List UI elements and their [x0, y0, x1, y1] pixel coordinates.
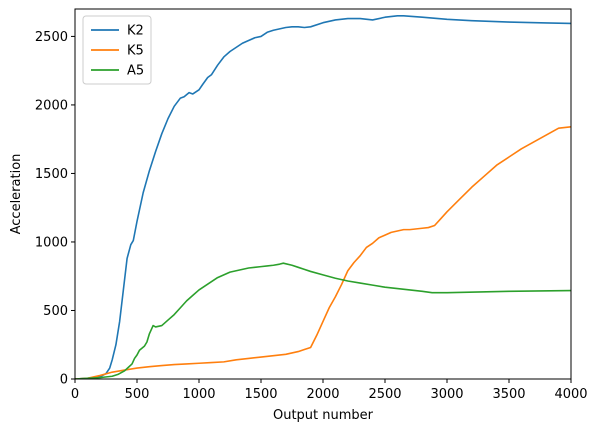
x-tick-label: 1500	[244, 387, 277, 402]
y-tick-label: 2000	[35, 98, 68, 113]
y-tick-label: 1000	[35, 235, 68, 250]
legend-label-k5: K5	[127, 44, 144, 59]
x-tick-label: 0	[71, 387, 79, 402]
x-axis-ticks: 0 500 1000 1500 2000 2500 3000 3500 4000	[71, 379, 588, 402]
series-line-k2	[75, 15, 571, 379]
x-tick-label: 3000	[430, 387, 463, 402]
series-line-k5	[75, 126, 571, 379]
y-axis-label: Acceleration	[9, 154, 24, 235]
y-tick-label: 500	[43, 304, 68, 319]
series-line-a5	[75, 262, 571, 379]
y-axis-ticks: 0 500 1000 1500 2000 2500	[35, 30, 75, 388]
x-tick-label: 1000	[182, 387, 215, 402]
x-tick-label: 2000	[306, 387, 339, 402]
y-tick-label: 0	[60, 373, 68, 388]
legend-label-a5: A5	[127, 64, 144, 79]
y-tick-label: 1500	[35, 167, 68, 182]
y-tick-label: 2500	[35, 30, 68, 45]
legend: K2 K5 A5	[82, 15, 152, 85]
x-tick-label: 4000	[554, 387, 587, 402]
x-tick-label: 500	[125, 387, 150, 402]
x-axis-label: Output number	[273, 408, 374, 423]
legend-label-k2: K2	[127, 24, 144, 39]
x-tick-label: 3500	[492, 387, 525, 402]
x-tick-label: 2500	[368, 387, 401, 402]
series-layer	[75, 15, 571, 379]
